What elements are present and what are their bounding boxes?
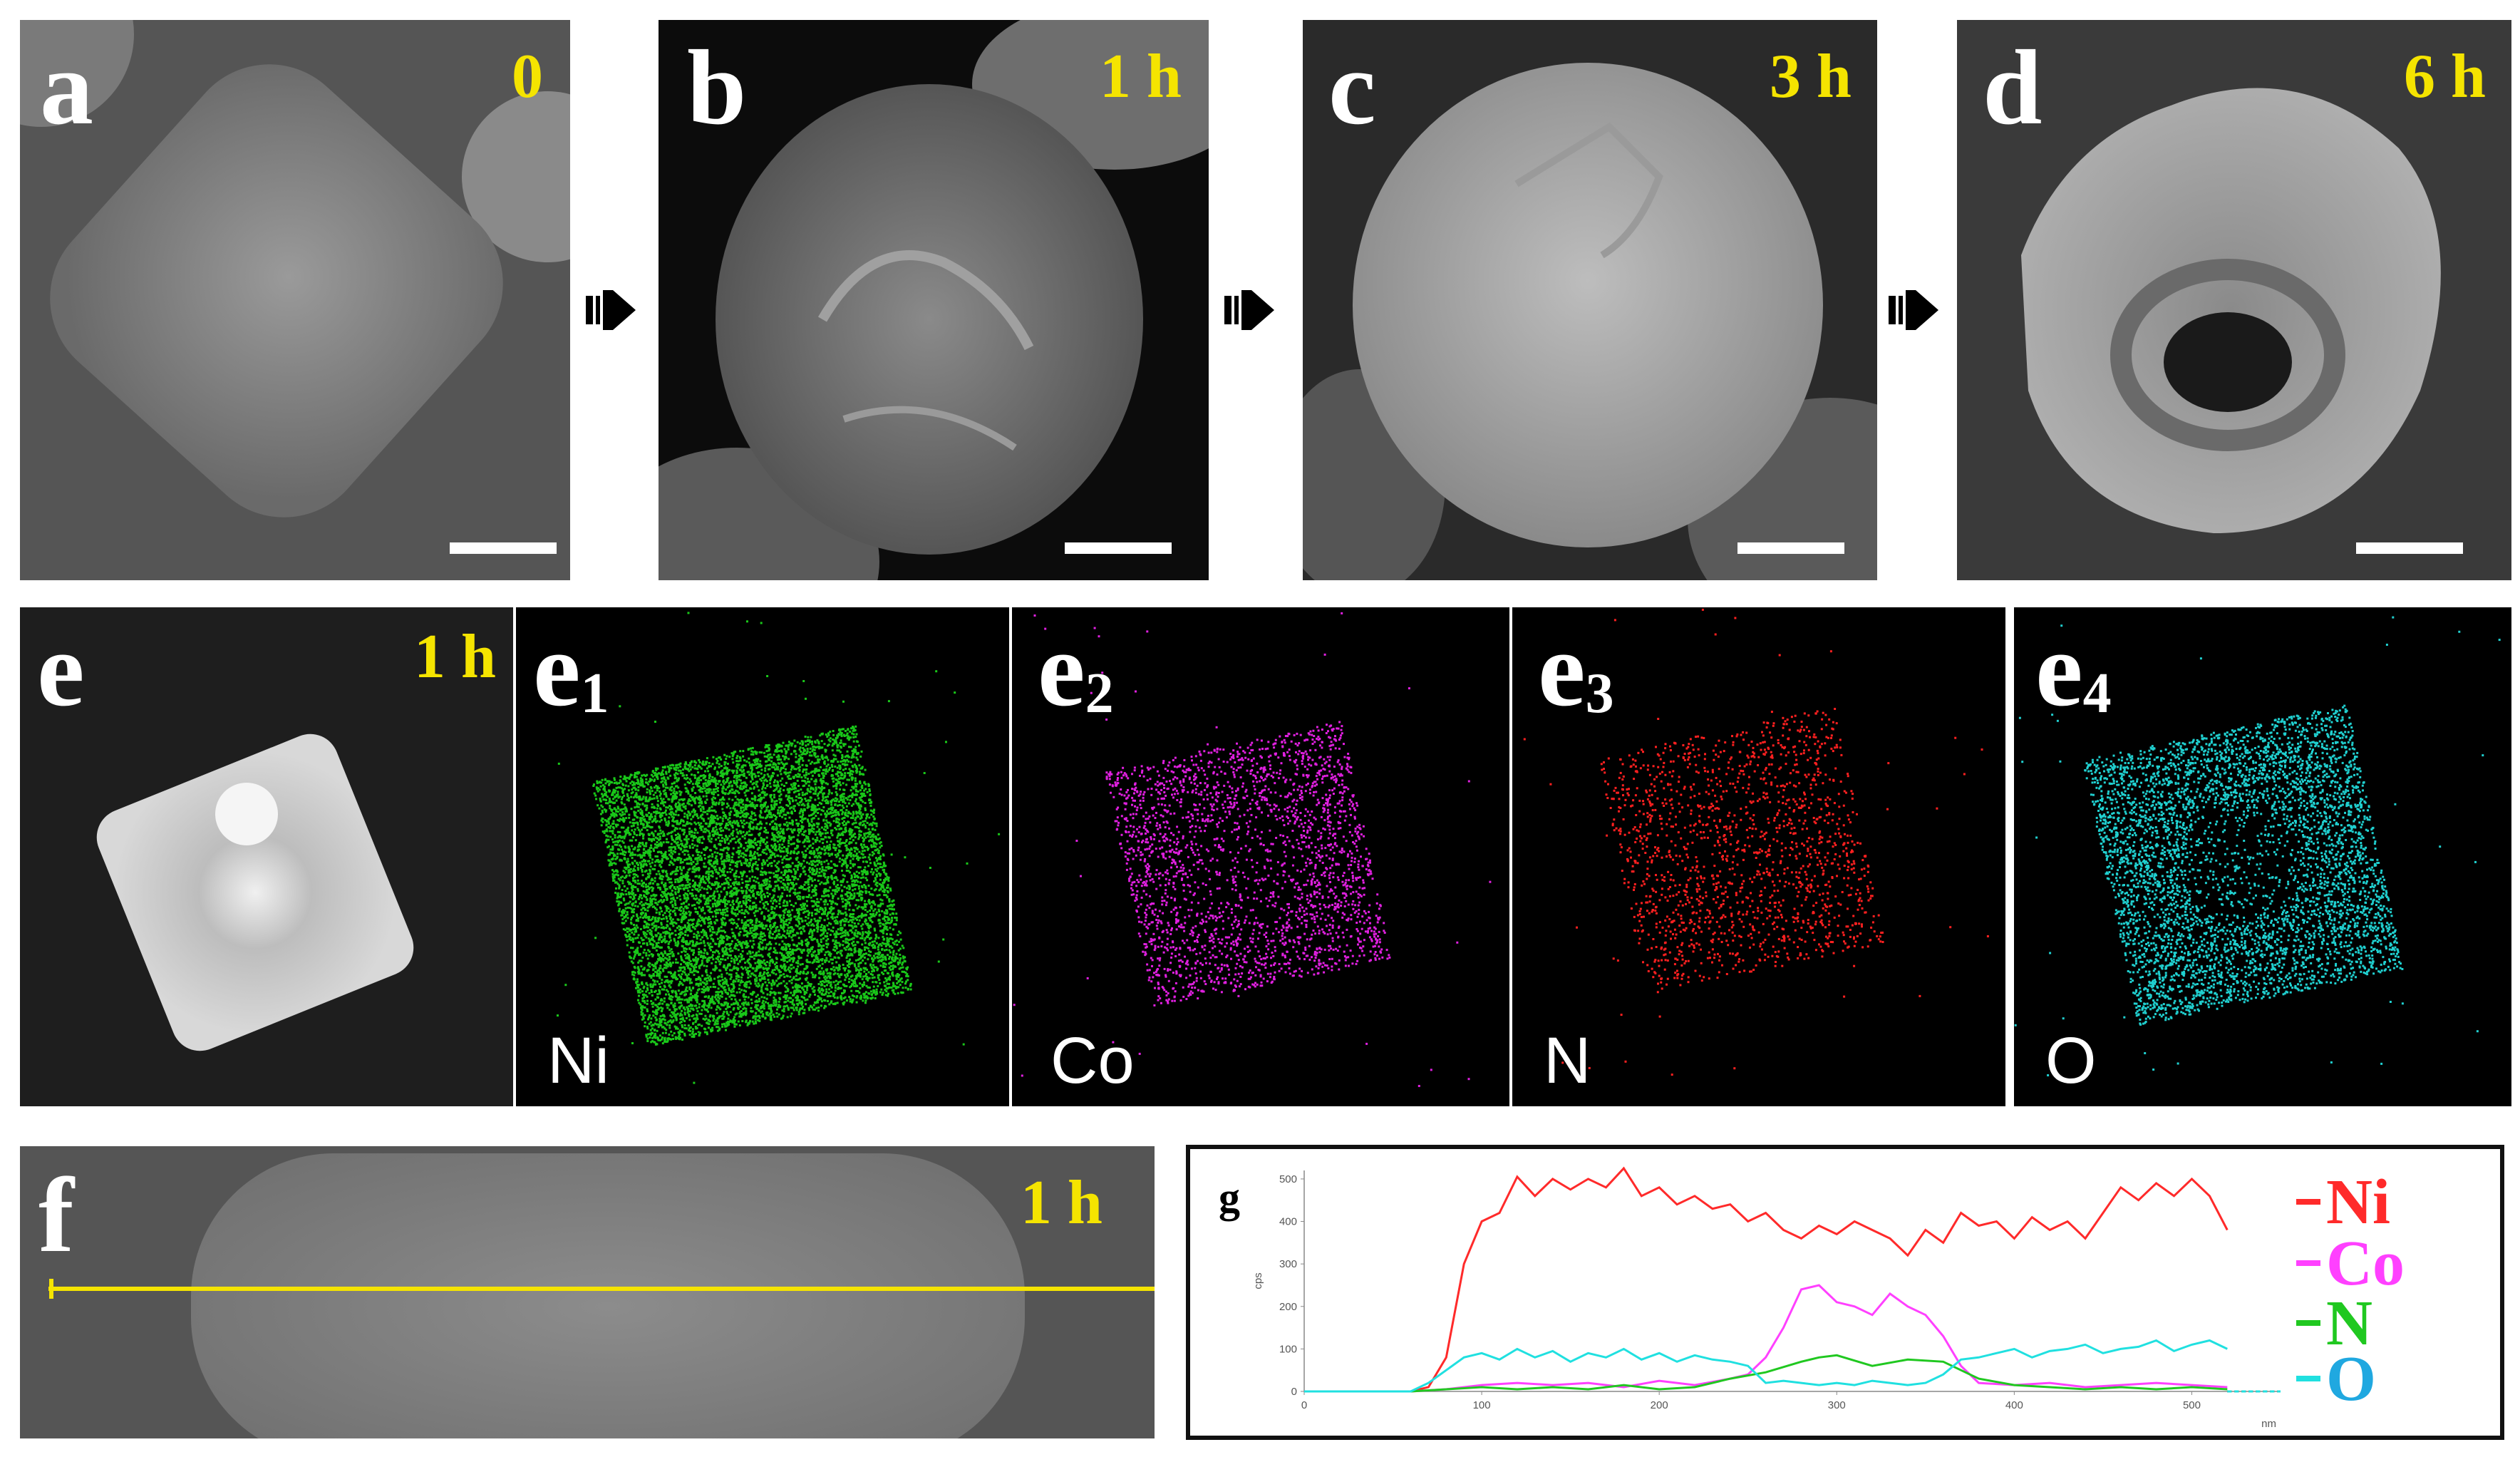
- y-axis-label: cps: [1252, 1272, 1264, 1289]
- particle-c-shape: [1303, 20, 1877, 580]
- time-label-f: 1 h: [1021, 1168, 1102, 1237]
- x-tick-label: 400: [2005, 1399, 2023, 1411]
- panel-label-d: d: [1983, 29, 2043, 147]
- time-label-d: 6 h: [2404, 42, 2486, 111]
- y-tick-label: 200: [1279, 1301, 1297, 1313]
- panel-label-e4-letter: e: [2035, 610, 2083, 728]
- series-line-co: [1304, 1284, 2228, 1393]
- panel-label-a: a: [40, 29, 93, 147]
- series-line-o: [1304, 1339, 2228, 1393]
- panel-label-g: g: [1219, 1174, 1240, 1221]
- arrow-icon-3: [1889, 290, 1938, 330]
- y-tick-label: 300: [1279, 1258, 1297, 1270]
- panel-e2-co-map: e2 Co: [1012, 607, 1509, 1106]
- legend-dash-o: [2296, 1376, 2320, 1381]
- legend-dash-ni: [2296, 1199, 2320, 1205]
- series-line-ni: [1304, 1166, 2229, 1393]
- scale-bar-a: [450, 542, 557, 554]
- legend-label-co: Co: [2326, 1228, 2405, 1299]
- legend-label-o: O: [2326, 1344, 2377, 1414]
- panel-e3-n-map: e3 N: [1512, 607, 2005, 1106]
- legend-dash-n: [2296, 1320, 2320, 1326]
- element-label-ni: Ni: [547, 1024, 609, 1097]
- panel-label-e1-letter: e: [533, 610, 581, 728]
- panel-label-e3: e3: [1538, 616, 1614, 723]
- particle-a-shape: [20, 20, 570, 580]
- series-line-n: [1304, 1354, 2228, 1393]
- panel-c-sem-image: c 3 h: [1303, 20, 1877, 580]
- legend-label-n: N: [2326, 1288, 2372, 1359]
- panel-label-e: e: [37, 610, 85, 728]
- y-tick-label: 100: [1279, 1343, 1297, 1355]
- scale-bar-c: [1737, 542, 1844, 554]
- x-tick-label: 100: [1473, 1399, 1491, 1411]
- time-label-b: 1 h: [1100, 42, 1182, 111]
- particle-d-shape: [1957, 20, 2511, 580]
- o-map-dots: [2014, 616, 2501, 1076]
- panel-e1-ni-map: e1 Ni: [516, 607, 1009, 1106]
- panel-label-e2-letter: e: [1038, 610, 1085, 728]
- y-tick-label: 400: [1279, 1216, 1297, 1228]
- x-axis-label: nm: [2261, 1418, 2276, 1430]
- panel-e4-o-map: e4 O: [2014, 607, 2511, 1106]
- panel-label-e2-sub: 2: [1085, 662, 1114, 725]
- time-label-c: 3 h: [1770, 42, 1852, 111]
- time-label-a: 0: [512, 42, 543, 111]
- panel-b-sem-image: b 1 h: [659, 20, 1209, 580]
- n-map-dots: [1523, 608, 1989, 1076]
- element-label-n: N: [1544, 1024, 1591, 1097]
- x-tick-label: 500: [2183, 1399, 2201, 1411]
- x-tick-label: 300: [1828, 1399, 1846, 1411]
- particle-b-shape: [659, 20, 1209, 580]
- particle-e-shape: [96, 733, 414, 1051]
- legend-label-ni: Ni: [2326, 1167, 2390, 1237]
- line-scan-chart: 0 100 200 300 400 500 0 100 200 300 400 500 cps nm: [1252, 1166, 2281, 1430]
- panel-label-e4: e4: [2035, 616, 2112, 723]
- element-label-o: O: [2045, 1024, 2097, 1097]
- panel-g-line-scan-chart: 0 100 200 300 400 500 0 100 200 300 400 500 cps nm g …: [1186, 1145, 2504, 1440]
- scale-bar-b: [1065, 542, 1172, 554]
- x-tick-label: 200: [1651, 1399, 1668, 1411]
- panel-label-c: c: [1328, 29, 1376, 147]
- y-tick-label: 0: [1291, 1386, 1297, 1398]
- panel-label-e3-letter: e: [1538, 610, 1586, 728]
- panel-f-haadf-image: f 1 h: [20, 1146, 1155, 1438]
- y-tick-label: 500: [1279, 1173, 1297, 1185]
- particle-f-shape: [48, 1153, 1155, 1438]
- panel-label-e4-sub: 4: [2082, 662, 2112, 725]
- legend-dash-co: [2296, 1260, 2320, 1266]
- panel-label-e3-sub: 3: [1585, 662, 1614, 725]
- scale-bar-d: [2356, 542, 2463, 554]
- panel-d-sem-image: d 6 h: [1957, 20, 2511, 580]
- panel-label-e2: e2: [1038, 616, 1114, 723]
- time-label-e: 1 h: [414, 622, 496, 691]
- element-label-co: Co: [1050, 1024, 1135, 1097]
- panel-label-e1: e1: [533, 616, 609, 723]
- ni-map-dots: [557, 612, 1001, 1084]
- panel-e-haadf-image: e 1 h: [20, 607, 513, 1106]
- arrow-icon-1: [586, 290, 636, 330]
- panel-label-f: f: [38, 1156, 74, 1275]
- panel-label-e1-sub: 1: [580, 662, 609, 725]
- x-tick-label: 0: [1301, 1399, 1307, 1411]
- panel-a-sem-image: a 0: [20, 20, 570, 580]
- arrow-icon-2: [1224, 290, 1274, 330]
- co-map-dots: [1013, 612, 1492, 1087]
- panel-label-b: b: [687, 29, 747, 147]
